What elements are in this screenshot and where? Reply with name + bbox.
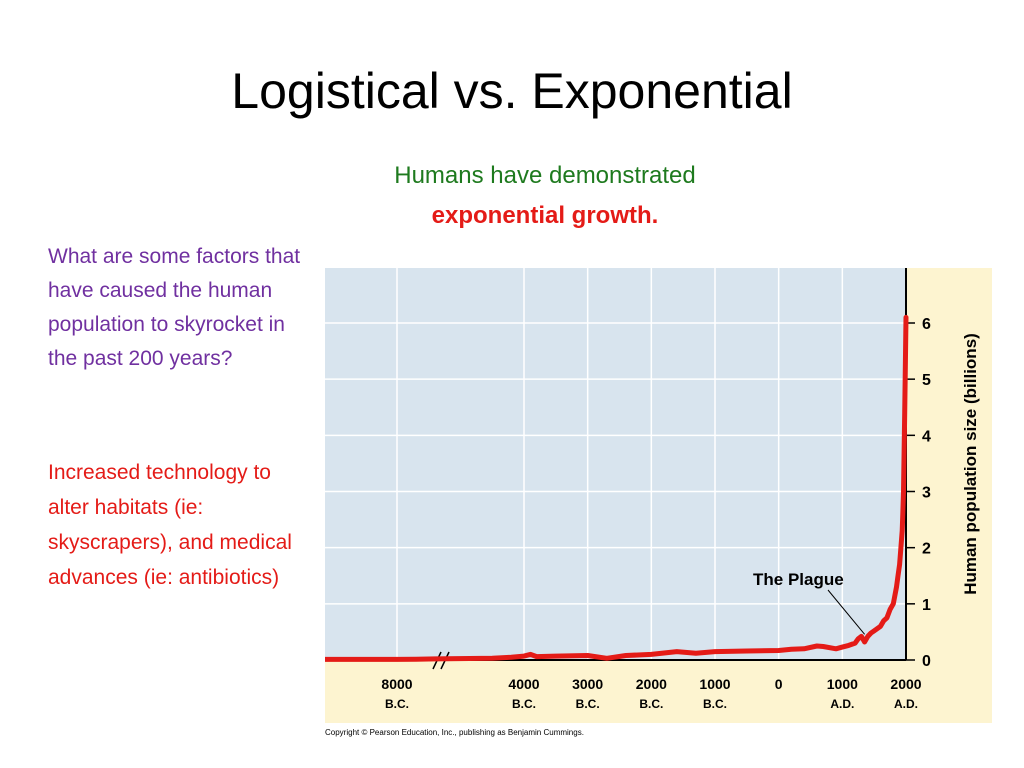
y-tick-label: 6 [922,316,931,333]
plague-annotation: The Plague [753,570,844,589]
answer-text: Increased technology to alter habitats (… [48,461,292,589]
y-tick-label: 0 [922,653,931,670]
x-tick-labels: 8000 B.C. 4000 B.C. 3000 B.C. 2000 B.C. 1000 B.C.… [381,676,921,711]
subtitle-line-2: exponential growth. [431,202,659,229]
x-tick-era: B.C. [385,697,409,711]
x-tick-label: 2000 [890,676,921,692]
subtitle-line-1: Humans have demonstrated [394,162,696,189]
x-tick-label: 1000 [699,676,730,692]
copyright-notice: Copyright © Pearson Education, Inc., pub… [325,728,584,737]
x-tick-label: 4000 [508,676,539,692]
plague-annotation-line [827,589,866,635]
population-chart: 8000 B.C. 4000 B.C. 3000 B.C. 2000 B.C. 1000 B.C.… [325,268,992,723]
slide-subtitle: Humans have demonstrated exponential gro… [330,156,760,236]
x-tick-label: 0 [775,676,783,692]
x-tick-era: B.C. [512,697,536,711]
grid-lines [325,268,906,660]
x-tick-era: B.C. [576,697,600,711]
y-axis-band [906,268,992,660]
x-tick-era: B.C. [639,697,663,711]
x-tick-label: 8000 [381,676,412,692]
y-tick-labels: 0 1 2 3 4 5 6 [906,316,931,670]
x-tick-era: B.C. [703,697,727,711]
question-text: What are some factors that have caused t… [48,245,301,370]
population-curve [325,314,909,662]
slide-title: Logistical vs. Exponential [231,63,793,119]
x-tick-label: 3000 [572,676,603,692]
x-tick-label: 1000 [827,676,858,692]
x-tick-label: 2000 [636,676,667,692]
x-tick-era: A.D. [830,697,854,711]
y-tick-label: 4 [922,428,931,445]
x-tick-era: A.D. [894,697,918,711]
y-tick-label: 5 [922,372,931,389]
plot-background [325,268,906,660]
y-tick-label: 3 [922,485,931,502]
x-axis-band [325,660,992,723]
y-tick-label: 1 [922,597,931,614]
y-tick-label: 2 [922,541,931,558]
y-axis-label: Human population size (billions) [961,333,980,595]
